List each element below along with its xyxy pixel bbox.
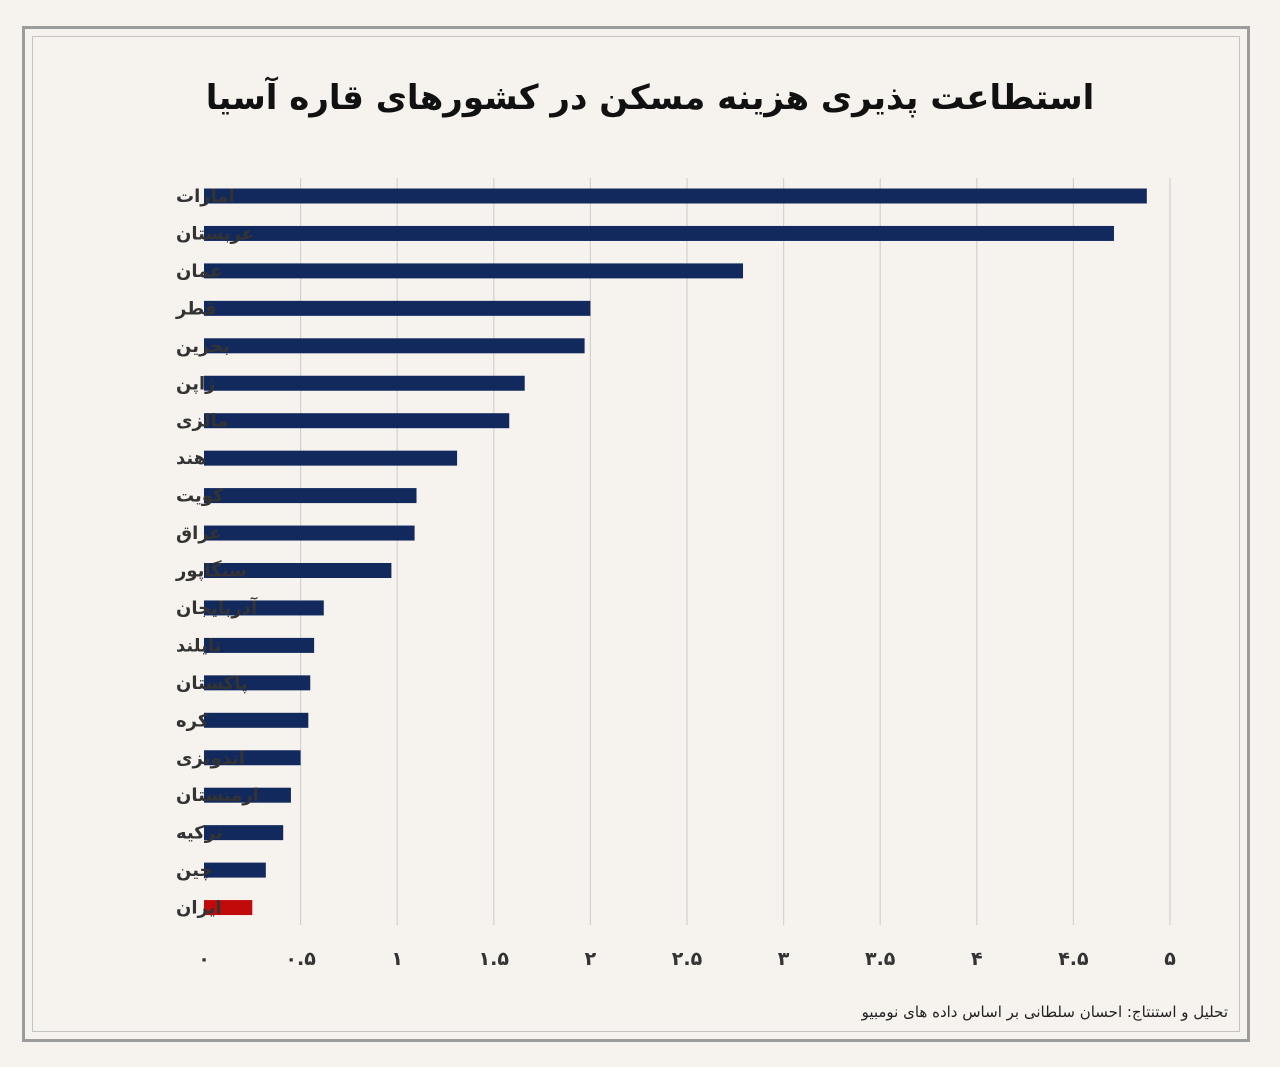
category-label: بحرین <box>176 336 230 357</box>
category-label: ترکیه <box>176 823 223 844</box>
category-labels: امارات عربستان عمان قطر بحرین ژاپن مالزی هند کوی… <box>175 186 259 919</box>
category-label: چین <box>176 860 213 881</box>
x-tick-label: ۱ <box>391 948 403 970</box>
category-label: عربستان <box>176 223 254 244</box>
bar <box>204 787 291 803</box>
category-label: قطر <box>175 298 217 319</box>
x-tick-label: ۲.۵ <box>672 948 703 970</box>
bar <box>204 188 1147 204</box>
bar <box>204 712 309 728</box>
x-tick-label: ۲ <box>585 948 597 970</box>
gridlines <box>300 178 1171 925</box>
bar <box>204 825 284 841</box>
bar <box>204 525 415 541</box>
outer-frame <box>22 26 1250 1042</box>
bar <box>204 375 525 391</box>
bar <box>204 450 458 466</box>
category-label: سنگاپور <box>175 560 247 582</box>
x-tick-label: ۵ <box>1164 948 1176 970</box>
category-label: عراق <box>176 523 222 544</box>
category-label: آذربایجان <box>176 596 258 619</box>
bar <box>204 637 315 653</box>
x-tick-label: ۰.۵ <box>285 948 316 970</box>
category-label: اندونزی <box>176 748 245 769</box>
x-tick-label: ۰ <box>198 948 210 970</box>
inner-frame <box>32 36 1240 1032</box>
bar <box>204 600 324 616</box>
bars <box>204 188 1147 916</box>
category-label: ایران <box>176 898 222 919</box>
bar <box>204 488 417 504</box>
bar <box>204 675 311 691</box>
category-label: امارات <box>176 186 235 207</box>
category-label: کره <box>176 710 209 731</box>
category-label: ژاپن <box>176 373 216 394</box>
category-label: پاکستان <box>176 673 248 694</box>
x-tick-label: ۴ <box>971 948 983 970</box>
category-label: عمان <box>176 261 223 282</box>
category-label: هند <box>176 448 206 469</box>
category-label: ارمنستان <box>176 785 259 806</box>
credit-note: تحلیل و استنتاج: احسان سلطانی بر اساس دا… <box>861 1003 1228 1021</box>
category-label: کویت <box>176 486 224 507</box>
x-tick-label: ۱.۵ <box>479 948 510 970</box>
bar <box>204 413 510 429</box>
chart-title: استطاعت پذیری هزینه مسکن در کشورهای قاره… <box>205 78 1095 118</box>
bar <box>204 563 392 578</box>
x-axis-tick-labels: ۰ ۰.۵ ۱ ۱.۵ ۲ ۲.۵ ۳ ۳.۵ ۴ ۴.۵ ۵ <box>198 948 1176 970</box>
x-tick-label: ۴.۵ <box>1058 948 1089 970</box>
bar <box>204 862 266 878</box>
category-label: مالزی <box>176 411 228 432</box>
bar <box>204 263 744 279</box>
bar <box>204 225 1114 241</box>
x-tick-label: ۳.۵ <box>865 948 896 970</box>
bar <box>204 750 301 766</box>
bar <box>204 300 591 316</box>
bar <box>204 900 253 916</box>
category-label: تایلند <box>176 635 221 656</box>
bar <box>204 338 585 354</box>
x-tick-label: ۳ <box>778 948 790 970</box>
